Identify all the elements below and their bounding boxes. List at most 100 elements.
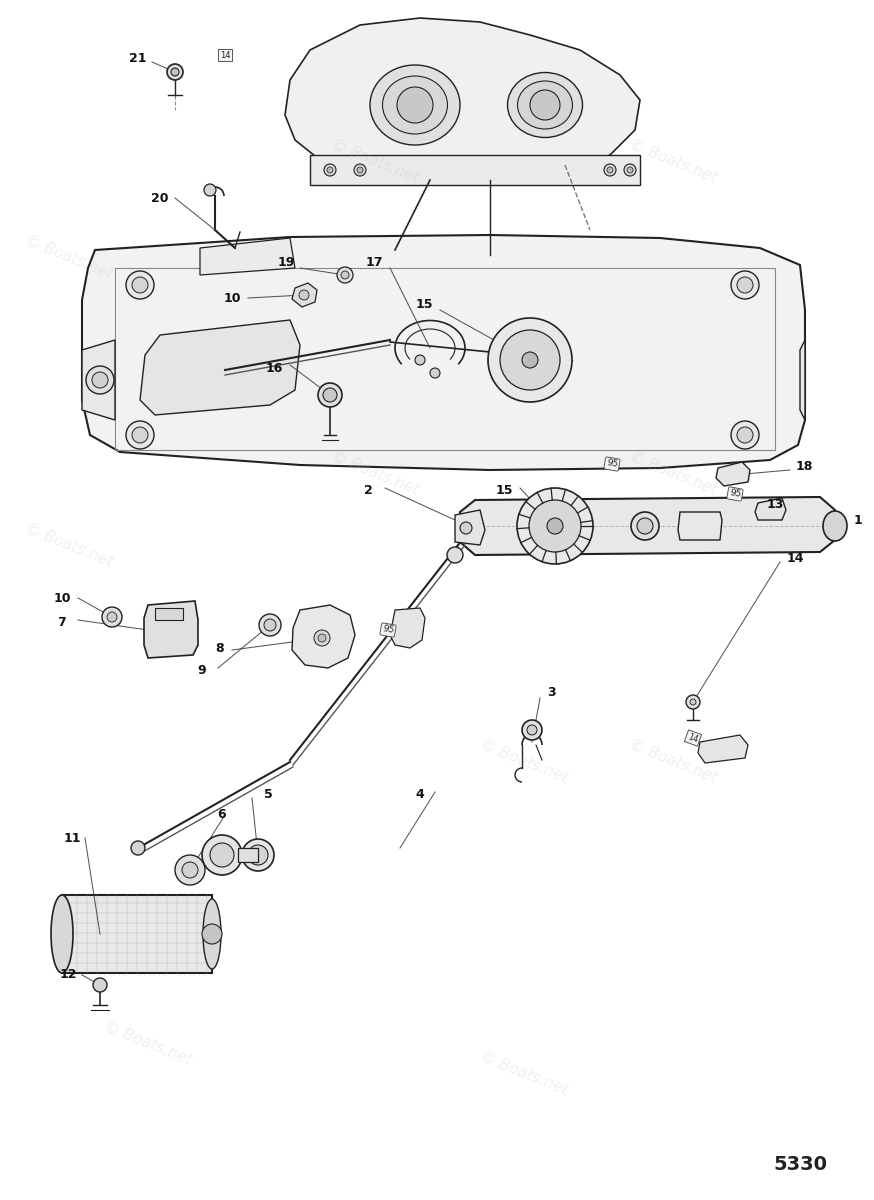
Polygon shape [285, 18, 640, 180]
Text: 10: 10 [223, 292, 240, 305]
Circle shape [324, 164, 336, 176]
Circle shape [500, 330, 560, 390]
Circle shape [175, 854, 205, 886]
Circle shape [248, 845, 268, 865]
Circle shape [547, 518, 563, 534]
Text: 5: 5 [264, 787, 273, 800]
Circle shape [397, 86, 433, 122]
Circle shape [202, 924, 222, 944]
Circle shape [264, 619, 276, 631]
Bar [238, 848, 258, 862]
Bar [62, 895, 212, 973]
Circle shape [93, 978, 107, 992]
Circle shape [299, 290, 309, 300]
Text: © Boats.net: © Boats.net [329, 137, 421, 186]
Circle shape [314, 630, 330, 646]
Text: © Boats.net: © Boats.net [627, 137, 718, 186]
Circle shape [631, 512, 659, 540]
Circle shape [354, 164, 366, 176]
Text: 6: 6 [218, 808, 226, 821]
Circle shape [107, 612, 117, 622]
Circle shape [202, 835, 242, 875]
Ellipse shape [508, 72, 582, 138]
Circle shape [327, 167, 333, 173]
Text: 14: 14 [219, 50, 230, 60]
Polygon shape [390, 608, 425, 648]
Polygon shape [292, 283, 317, 307]
Circle shape [259, 614, 281, 636]
Circle shape [530, 90, 560, 120]
Ellipse shape [823, 511, 847, 541]
Circle shape [731, 271, 759, 299]
Circle shape [126, 421, 154, 449]
Circle shape [126, 271, 154, 299]
Circle shape [624, 164, 636, 176]
Circle shape [737, 277, 753, 293]
Ellipse shape [203, 899, 221, 970]
Text: © Boats.net: © Boats.net [329, 449, 421, 498]
Bar [115, 268, 775, 450]
Text: 19: 19 [277, 256, 295, 269]
Circle shape [182, 862, 198, 878]
Polygon shape [460, 497, 835, 554]
Circle shape [204, 184, 216, 196]
Text: 15: 15 [415, 299, 433, 312]
Text: 13: 13 [766, 498, 784, 511]
Polygon shape [310, 155, 640, 185]
Circle shape [318, 383, 342, 407]
Ellipse shape [517, 80, 572, 128]
Ellipse shape [51, 895, 73, 973]
Text: © Boats.net: © Boats.net [627, 737, 718, 786]
Circle shape [86, 366, 114, 394]
Text: 15: 15 [496, 484, 513, 497]
Circle shape [337, 266, 353, 283]
Circle shape [447, 547, 463, 563]
Text: 14: 14 [687, 732, 699, 744]
Text: 21: 21 [129, 52, 147, 65]
Text: 14: 14 [787, 552, 804, 564]
Circle shape [430, 368, 440, 378]
Polygon shape [800, 340, 805, 420]
Text: 12: 12 [59, 968, 77, 982]
Text: 10: 10 [53, 592, 71, 605]
Polygon shape [716, 462, 750, 486]
Circle shape [210, 842, 234, 866]
Text: 20: 20 [151, 192, 169, 204]
Circle shape [604, 164, 616, 176]
Text: © Boats.net: © Boats.net [478, 1049, 570, 1098]
Text: 1: 1 [854, 514, 863, 527]
Text: © Boats.net: © Boats.net [24, 233, 115, 282]
Circle shape [102, 607, 122, 626]
Text: 5330: 5330 [773, 1156, 827, 1175]
Text: 8: 8 [216, 642, 225, 654]
Circle shape [242, 839, 274, 871]
Text: 4: 4 [416, 788, 425, 802]
Circle shape [527, 725, 537, 734]
Text: © Boats.net: © Boats.net [478, 737, 570, 786]
Text: 95: 95 [729, 488, 741, 499]
Circle shape [686, 695, 700, 709]
Text: © Boats.net: © Boats.net [627, 449, 718, 498]
Text: 17: 17 [365, 256, 383, 269]
Polygon shape [698, 734, 748, 763]
Text: 95: 95 [606, 458, 619, 469]
Circle shape [167, 64, 183, 80]
Circle shape [731, 421, 759, 449]
Circle shape [415, 355, 425, 365]
Circle shape [522, 352, 538, 368]
Circle shape [488, 318, 572, 402]
Polygon shape [82, 235, 805, 470]
Text: 2: 2 [364, 484, 372, 497]
Circle shape [522, 720, 542, 740]
Text: © Boats.net: © Boats.net [102, 1019, 194, 1068]
Text: 18: 18 [795, 460, 813, 473]
Circle shape [460, 522, 472, 534]
Circle shape [92, 372, 108, 388]
Text: 7: 7 [58, 616, 66, 629]
Circle shape [737, 427, 753, 443]
Circle shape [318, 634, 326, 642]
Circle shape [341, 271, 349, 278]
Polygon shape [678, 512, 722, 540]
Polygon shape [455, 510, 485, 545]
Polygon shape [82, 340, 115, 420]
